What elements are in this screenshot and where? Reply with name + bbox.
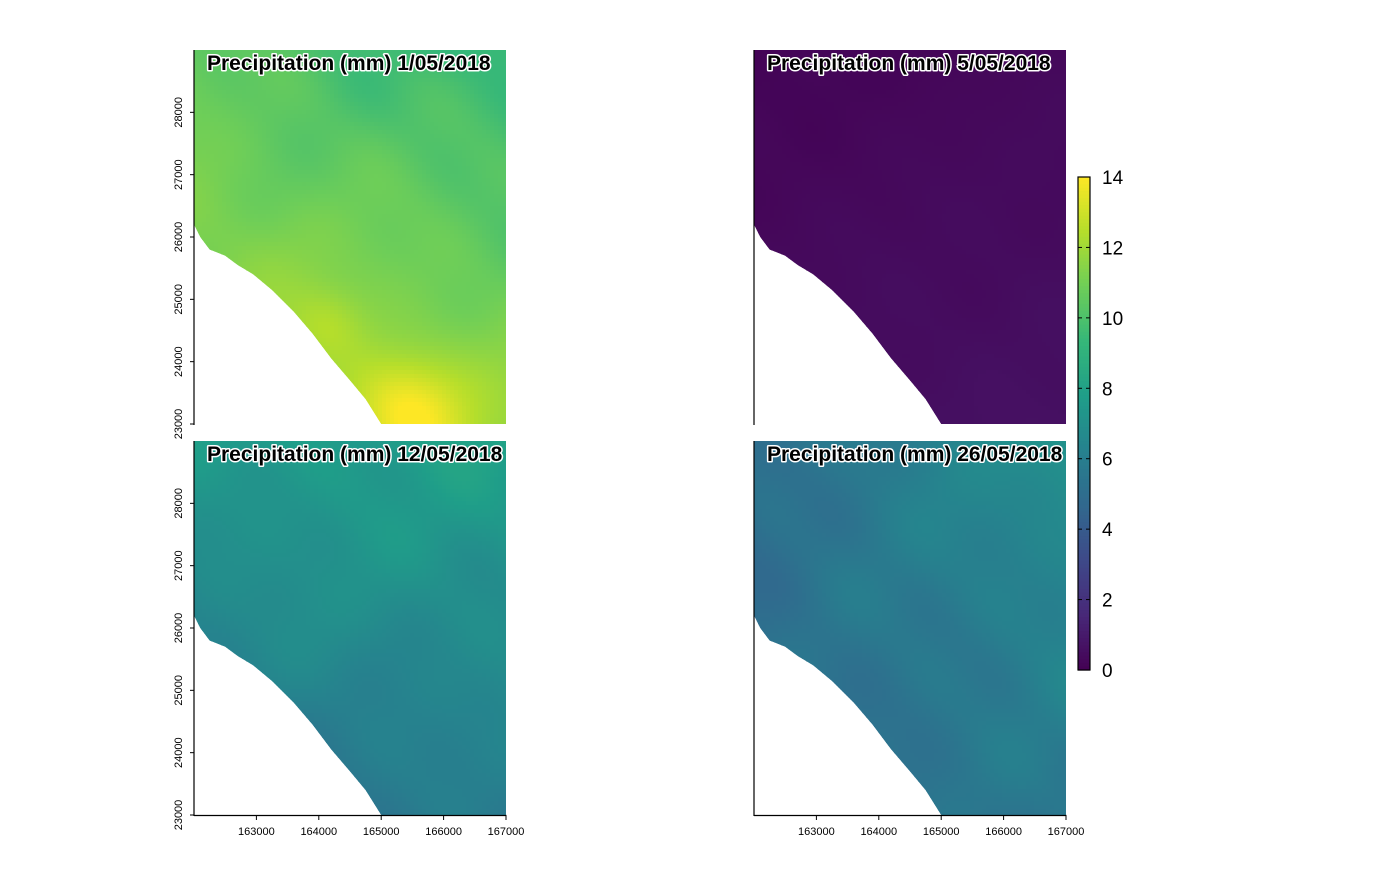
colorbar-tick-label: 4 bbox=[1102, 520, 1113, 541]
x-tick-label: 164000 bbox=[300, 826, 337, 838]
y-tick-label: 25000 bbox=[173, 675, 185, 706]
x-tick-label: 165000 bbox=[923, 826, 960, 838]
x-tick-label: 166000 bbox=[985, 826, 1022, 838]
colorbar-tick-label: 0 bbox=[1102, 661, 1113, 682]
x-tick-label: 167000 bbox=[1048, 826, 1085, 838]
x-tick-label: 167000 bbox=[488, 826, 525, 838]
x-tick-label: 165000 bbox=[363, 826, 400, 838]
panel-1: 23000 24000 25000 26000 27000 28000 Precipitat… bbox=[173, 50, 507, 439]
panels-group: 23000 24000 25000 26000 27000 28000 Precipitat… bbox=[173, 50, 1084, 838]
colorbar-tick-label: 2 bbox=[1102, 591, 1113, 612]
precipitation-raster bbox=[194, 50, 507, 427]
x-tick-label: 166000 bbox=[425, 826, 462, 838]
x-tick-label: 163000 bbox=[238, 826, 275, 838]
colorbar-tick-label: 12 bbox=[1102, 238, 1123, 259]
colorbar-tick-label: 10 bbox=[1102, 309, 1123, 330]
colorbar-tick-label: 8 bbox=[1102, 379, 1113, 400]
y-tick-label: 24000 bbox=[173, 737, 185, 768]
y-tick-label: 28000 bbox=[173, 97, 185, 128]
y-tick-label: 26000 bbox=[173, 613, 185, 644]
colorbar-legend: 0 2 4 6 8 10 12 14 bbox=[1078, 168, 1124, 682]
precipitation-raster bbox=[754, 441, 1067, 818]
y-tick-label: 24000 bbox=[173, 346, 185, 377]
precipitation-raster bbox=[754, 50, 1067, 427]
y-tick-label: 28000 bbox=[173, 488, 185, 519]
panel-4: 163000 164000 165000 166000 167000 Precipitat… bbox=[754, 441, 1084, 838]
x-tick-label: 164000 bbox=[860, 826, 897, 838]
colorbar-tick-label: 14 bbox=[1102, 168, 1124, 189]
panel-title: Precipitation (mm) 5/05/2018 bbox=[767, 52, 1051, 75]
colorbar-tick-label: 6 bbox=[1102, 450, 1113, 471]
y-tick-label: 23000 bbox=[173, 409, 185, 440]
y-tick-label: 25000 bbox=[173, 284, 185, 315]
x-tick-label: 163000 bbox=[798, 826, 835, 838]
panel-title: Precipitation (mm) 12/05/2018 bbox=[207, 443, 503, 466]
colorbar bbox=[1078, 177, 1090, 671]
panel-title: Precipitation (mm) 26/05/2018 bbox=[767, 443, 1063, 466]
y-tick-label: 26000 bbox=[173, 222, 185, 253]
y-tick-label: 23000 bbox=[173, 800, 185, 831]
panel-3: 23000 24000 25000 26000 27000 28000 163000 1640… bbox=[173, 441, 524, 838]
y-tick-label: 27000 bbox=[173, 159, 185, 190]
y-tick-label: 27000 bbox=[173, 550, 185, 581]
precipitation-raster bbox=[194, 441, 507, 818]
panel-title: Precipitation (mm) 1/05/2018 bbox=[207, 52, 491, 75]
panel-2: Precipitation (mm) 5/05/2018 bbox=[754, 50, 1067, 427]
